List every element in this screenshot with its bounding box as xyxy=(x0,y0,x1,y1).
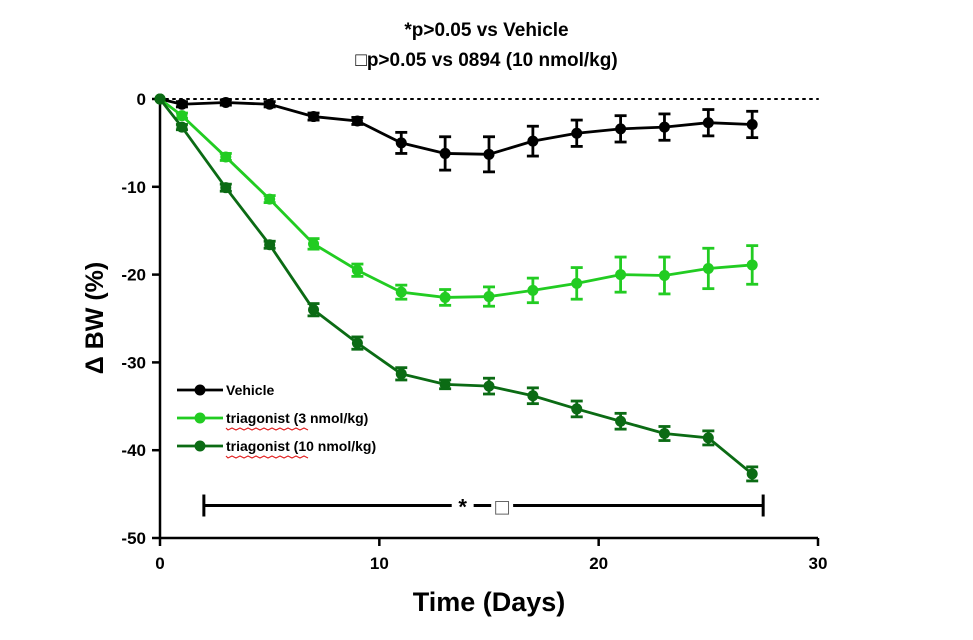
data-point xyxy=(483,380,495,392)
data-point xyxy=(483,291,495,303)
data-point xyxy=(264,239,276,251)
data-point xyxy=(351,264,363,276)
legend-label: triagonist (10 nmol/kg) xyxy=(226,438,376,454)
data-point xyxy=(571,403,583,415)
legend-marker xyxy=(194,412,206,424)
data-point xyxy=(702,117,714,129)
x-tick-label: 0 xyxy=(155,554,164,573)
data-point xyxy=(571,277,583,289)
x-axis-label: Time (Days) xyxy=(413,587,566,617)
data-point xyxy=(658,269,670,281)
data-point xyxy=(527,284,539,296)
data-point xyxy=(702,262,714,274)
data-point xyxy=(483,148,495,160)
data-point xyxy=(220,151,232,163)
data-point xyxy=(395,368,407,380)
data-point xyxy=(308,238,320,250)
data-point xyxy=(308,111,320,123)
y-tick-label: -50 xyxy=(121,529,146,548)
data-point xyxy=(658,121,670,133)
legend: Vehicle triagonist (3 nmol/kg) triagonist … xyxy=(177,382,376,459)
x-tick-label: 30 xyxy=(809,554,828,573)
y-tick-label: -10 xyxy=(121,178,146,197)
y-tick-label: -30 xyxy=(121,353,146,372)
data-point xyxy=(527,390,539,402)
y-tick-label: -40 xyxy=(121,441,146,460)
axes: 0 -10 -20 -30 -40 -50 0 10 20 30 xyxy=(121,90,827,573)
y-axis-label: Δ BW (%) xyxy=(81,262,109,374)
data-point xyxy=(439,291,451,303)
data-point xyxy=(746,259,758,271)
data-point xyxy=(220,97,232,109)
data-point xyxy=(395,286,407,298)
data-point xyxy=(176,121,188,133)
chart-title-line-1: *p>0.05 vs Vehicle xyxy=(404,20,569,41)
data-point xyxy=(264,193,276,205)
data-point xyxy=(154,93,166,105)
data-point xyxy=(702,432,714,444)
significance-star: * xyxy=(458,495,467,520)
data-point xyxy=(615,269,627,281)
data-point xyxy=(176,110,188,122)
data-point xyxy=(439,147,451,159)
data-point xyxy=(658,428,670,440)
x-tick-label: 20 xyxy=(589,554,608,573)
data-point xyxy=(264,98,276,110)
data-point xyxy=(746,118,758,130)
y-tick-label: -20 xyxy=(121,266,146,285)
legend-marker xyxy=(194,440,206,452)
data-point xyxy=(439,378,451,390)
data-point xyxy=(527,135,539,147)
spellcheck-underline xyxy=(225,455,309,459)
plot-area: * □ xyxy=(154,93,765,520)
legend-label: Vehicle xyxy=(226,382,274,398)
data-point xyxy=(746,468,758,480)
chart-title-line-2: □p>0.05 vs 0894 (10 nmol/kg) xyxy=(355,50,618,71)
spellcheck-underline xyxy=(225,427,309,431)
legend-label: triagonist (3 nmol/kg) xyxy=(226,410,368,426)
data-point xyxy=(176,98,188,110)
y-tick-label: 0 xyxy=(137,90,146,109)
data-point xyxy=(351,337,363,349)
significance-box-symbol: □ xyxy=(494,497,511,518)
data-point xyxy=(220,182,232,194)
data-point xyxy=(571,127,583,139)
data-point xyxy=(615,415,627,427)
data-point xyxy=(308,304,320,316)
data-point xyxy=(351,115,363,127)
data-point xyxy=(615,123,627,135)
legend-marker xyxy=(194,384,206,396)
x-tick-label: 10 xyxy=(370,554,389,573)
data-point xyxy=(395,137,407,149)
